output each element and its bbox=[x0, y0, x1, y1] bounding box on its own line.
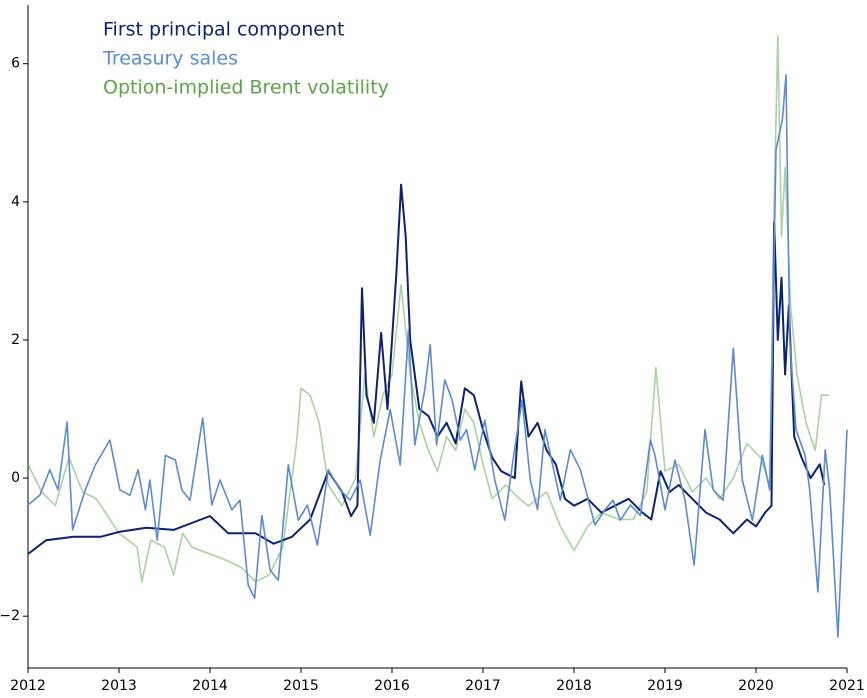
x-tick-label: 2013 bbox=[101, 678, 137, 694]
series-line bbox=[27, 183, 826, 555]
x-tick-label: 2017 bbox=[465, 678, 501, 694]
y-tick-label: 4 bbox=[11, 194, 20, 210]
legend-label: Treasury sales bbox=[102, 48, 238, 70]
x-tick-label: 2014 bbox=[192, 678, 228, 694]
legend-label: Option-implied Brent volatility bbox=[103, 77, 389, 99]
legend-label: First principal component bbox=[103, 19, 344, 41]
y-tick-label: 6 bbox=[11, 56, 20, 72]
x-tick-label: 2021 bbox=[829, 678, 865, 694]
x-tick-label: 2019 bbox=[647, 678, 683, 694]
series-line bbox=[27, 74, 848, 638]
x-tick-label: 2020 bbox=[738, 678, 774, 694]
y-tick-label: 2 bbox=[11, 332, 20, 348]
series-line bbox=[27, 35, 829, 583]
x-tick-label: 2015 bbox=[283, 678, 319, 694]
x-tick-label: 2016 bbox=[374, 678, 410, 694]
y-tick-label: 0 bbox=[11, 470, 20, 486]
x-tick-label: 2018 bbox=[556, 678, 592, 694]
x-tick-label: 2012 bbox=[10, 678, 46, 694]
y-tick-label: −2 bbox=[0, 608, 20, 624]
